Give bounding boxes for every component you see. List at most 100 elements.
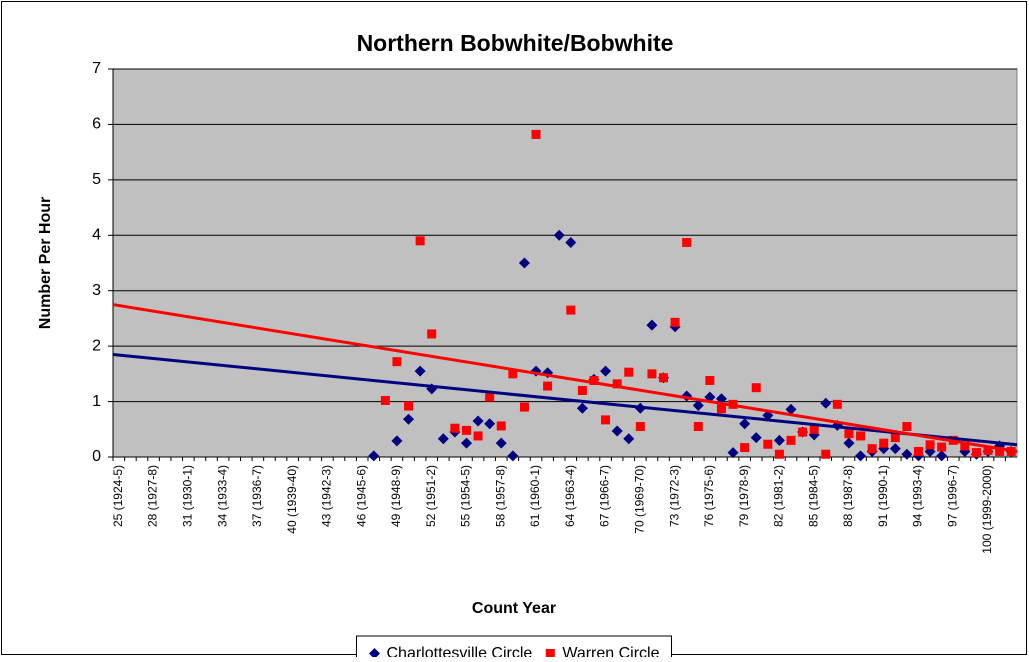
data-point	[750, 432, 762, 444]
data-point	[960, 441, 970, 451]
data-point	[427, 329, 437, 339]
x-tick-label: 52 (1951-2)	[424, 465, 438, 527]
x-tick-label: 82 (1981-2)	[772, 465, 786, 527]
data-point	[611, 425, 623, 437]
data-point	[890, 433, 900, 443]
data-point	[589, 376, 599, 386]
trendline	[112, 352, 1018, 447]
data-point	[635, 422, 645, 432]
data-point	[624, 367, 634, 377]
x-tick-label: 25 (1924-5)	[111, 465, 125, 527]
x-axis-label: Count Year	[472, 600, 556, 617]
data-point	[879, 438, 889, 448]
data-point	[844, 429, 854, 439]
data-point	[809, 424, 819, 434]
data-point	[391, 435, 403, 447]
y-tick-label: 4	[92, 227, 101, 244]
data-point	[739, 418, 751, 430]
x-tick-label: 46 (1945-6)	[354, 465, 368, 527]
data-point	[600, 365, 612, 377]
data-point	[473, 431, 483, 441]
plot-area	[112, 68, 1018, 458]
data-point	[913, 446, 923, 456]
x-tick-label: 76 (1975-6)	[702, 465, 716, 527]
data-point	[519, 402, 529, 412]
data-point	[623, 433, 635, 445]
data-point	[577, 385, 587, 395]
x-tick-label: 70 (1969-70)	[633, 465, 647, 534]
data-point	[832, 399, 842, 409]
legend-label: Warren Circle	[562, 645, 659, 657]
data-point	[612, 379, 622, 389]
x-tick-label: 28 (1927-8)	[146, 465, 160, 527]
data-point	[392, 357, 402, 367]
data-point	[798, 427, 808, 437]
y-tick-label: 1	[92, 393, 101, 410]
data-point	[889, 443, 901, 455]
data-point	[763, 439, 773, 449]
x-tick-label: 73 (1972-3)	[667, 465, 681, 527]
data-point	[983, 445, 993, 455]
data-point	[414, 365, 426, 377]
x-tick-label: 34 (1933-4)	[215, 465, 229, 527]
data-point	[659, 373, 669, 383]
x-tick-label: 79 (1978-9)	[737, 465, 751, 527]
x-tick-label: 43 (1942-3)	[320, 465, 334, 527]
data-point	[647, 369, 657, 379]
data-point	[415, 236, 425, 246]
data-point	[566, 305, 576, 315]
x-tick-label: 88 (1987-8)	[841, 465, 855, 527]
data-point	[450, 423, 460, 433]
x-tick-label: 31 (1930-1)	[181, 465, 195, 527]
trendline	[112, 303, 1018, 453]
x-tick-label: 61 (1960-1)	[528, 465, 542, 527]
data-point	[821, 449, 831, 459]
legend-marker	[368, 648, 380, 659]
x-tick-label: 64 (1963-4)	[563, 465, 577, 527]
data-point	[472, 415, 484, 427]
data-point	[902, 422, 912, 432]
data-point	[740, 443, 750, 453]
legend-label: Charlottesville Circle	[386, 645, 532, 657]
x-tick-label: 97 (1996-7)	[945, 465, 959, 527]
x-tick-label: 49 (1948-9)	[389, 465, 403, 527]
data-point	[855, 450, 867, 462]
x-tick-label: 37 (1936-7)	[250, 465, 264, 527]
y-tick-label: 5	[92, 171, 101, 188]
data-point	[786, 435, 796, 445]
x-tick-label: 55 (1954-5)	[459, 465, 473, 527]
data-point	[460, 437, 472, 449]
data-point	[901, 448, 913, 460]
data-point	[751, 383, 761, 393]
data-point	[705, 376, 715, 386]
y-axis-label: Number Per Hour	[37, 197, 54, 329]
data-point	[936, 450, 948, 462]
data-point	[495, 437, 507, 449]
data-point	[843, 437, 855, 449]
data-point	[856, 431, 866, 441]
data-point	[670, 317, 680, 327]
x-tick-label: 67 (1966-7)	[598, 465, 612, 527]
data-point	[995, 446, 1005, 456]
x-tick-label: 40 (1939-40)	[285, 465, 299, 534]
data-point	[461, 425, 471, 435]
data-point	[485, 392, 495, 402]
data-point	[576, 402, 588, 414]
data-point	[404, 401, 414, 411]
x-tick-label: 91 (1990-1)	[876, 465, 890, 527]
data-point	[774, 449, 784, 459]
data-point	[543, 381, 553, 391]
y-tick-label: 6	[92, 116, 101, 133]
y-tick-label: 3	[92, 282, 101, 299]
data-point	[508, 369, 518, 379]
data-point	[507, 450, 519, 462]
data-point	[553, 229, 565, 241]
data-point	[937, 442, 947, 452]
x-tick-label: 94 (1993-4)	[911, 465, 925, 527]
y-tick-label: 0	[92, 448, 101, 465]
data-point	[820, 397, 832, 409]
data-point	[484, 418, 496, 430]
data-point	[496, 421, 506, 431]
y-tick-label: 7	[92, 60, 101, 77]
